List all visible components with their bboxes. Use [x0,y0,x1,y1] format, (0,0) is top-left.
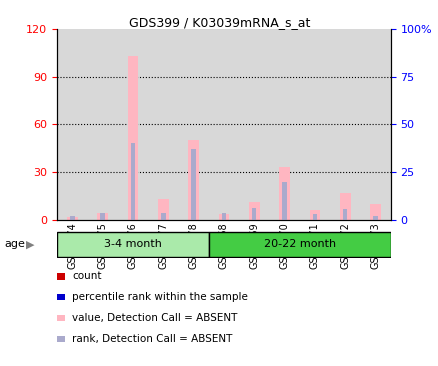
Text: count: count [72,271,102,281]
Text: ▶: ▶ [26,239,35,250]
Bar [279,167,289,220]
Bar [57,232,208,257]
Bar [208,29,239,220]
Bar [312,214,316,220]
Bar [282,182,286,220]
Bar [248,202,259,220]
Bar [239,29,269,220]
Text: percentile rank within the sample: percentile rank within the sample [72,292,248,302]
Bar [70,216,74,220]
Bar [251,208,256,220]
Bar [100,213,105,220]
Bar [148,29,178,220]
Bar [117,29,148,220]
Text: 20-22 month: 20-22 month [263,239,335,249]
Bar [178,29,208,220]
Bar [221,213,226,220]
Bar [57,29,87,220]
Text: age: age [4,239,25,250]
Bar [67,217,78,220]
Bar [161,213,165,220]
Bar [299,29,329,220]
Text: 3-4 month: 3-4 month [104,239,162,249]
Bar [369,204,380,220]
Bar [191,149,195,220]
Bar [342,209,347,220]
Bar [372,216,377,220]
Text: value, Detection Call = ABSENT: value, Detection Call = ABSENT [72,313,237,323]
Text: GDS399 / K03039mRNA_s_at: GDS399 / K03039mRNA_s_at [128,16,310,30]
Text: rank, Detection Call = ABSENT: rank, Detection Call = ABSENT [72,334,232,344]
Bar [339,193,350,220]
Bar [131,143,135,220]
Bar [309,210,319,220]
Bar [127,56,138,220]
Bar [360,29,390,220]
Bar [218,214,229,220]
Bar [97,213,108,220]
Bar [208,232,390,257]
Bar [329,29,360,220]
Bar [158,199,168,220]
Bar [188,140,198,220]
Bar [269,29,299,220]
Bar [87,29,117,220]
